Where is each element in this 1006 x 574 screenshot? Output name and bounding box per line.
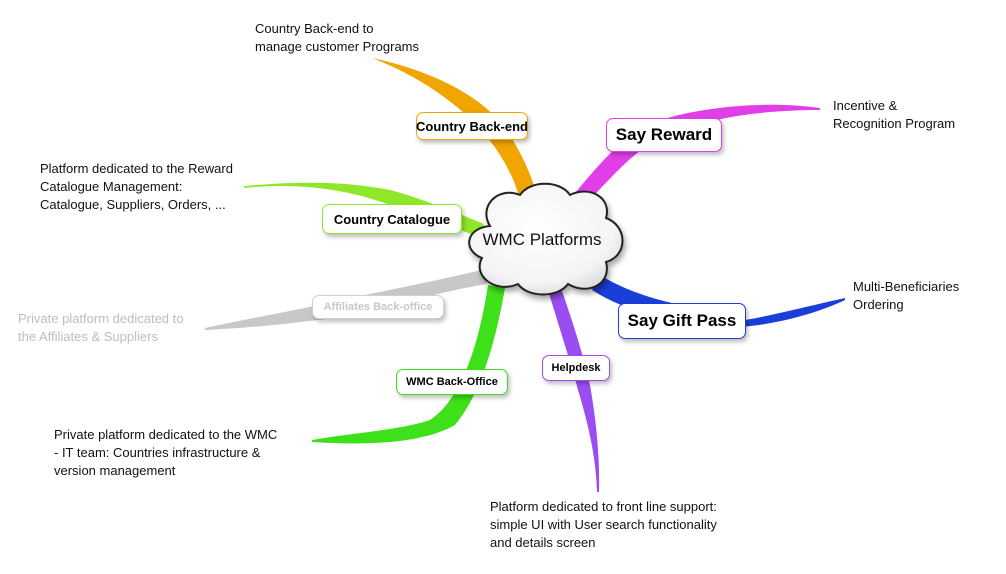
branch-wmc-backoffice [312,285,505,444]
description-affiliates-backoffice: Private platform dedicated to the Affili… [18,311,184,344]
description-country-catalogue: Platform dedicated to the Reward Catalog… [40,161,233,212]
node-say-reward[interactable]: Say Reward [606,118,722,152]
branch-helpdesk [548,285,600,492]
node-country-catalogue[interactable]: Country Catalogue [322,204,462,234]
central-topic-label: WMC Platforms [482,230,602,249]
node-helpdesk-label: Helpdesk [551,362,601,374]
node-helpdesk[interactable]: Helpdesk [542,355,610,381]
node-country-backend-label: Country Back-end [416,118,528,134]
description-country-backend: Country Back-end to manage customer Prog… [255,21,420,54]
node-affiliates-backoffice[interactable]: Affiliates Back-office [312,295,444,319]
description-wmc-backoffice: Private platform dedicated to the WMC - … [54,427,278,478]
description-say-gift-pass: Multi-Beneficiaries Ordering [853,279,960,312]
branch-say-reward [565,104,820,212]
node-say-gift-pass-label: Say Gift Pass [627,311,737,330]
description-say-reward: Incentive & Recognition Program [833,98,956,131]
node-wmc-backoffice-label: WMC Back-Office [406,376,498,388]
central-cloud [468,182,624,296]
node-affiliates-backoffice-label: Affiliates Back-office [323,301,433,313]
node-country-backend[interactable]: Country Back-end [416,112,528,140]
node-wmc-backoffice[interactable]: WMC Back-Office [396,369,508,395]
node-say-reward-label: Say Reward [615,125,713,144]
node-country-catalogue-label: Country Catalogue [333,211,451,227]
node-say-gift-pass[interactable]: Say Gift Pass [618,303,746,339]
description-helpdesk: Platform dedicated to front line support… [490,499,717,550]
